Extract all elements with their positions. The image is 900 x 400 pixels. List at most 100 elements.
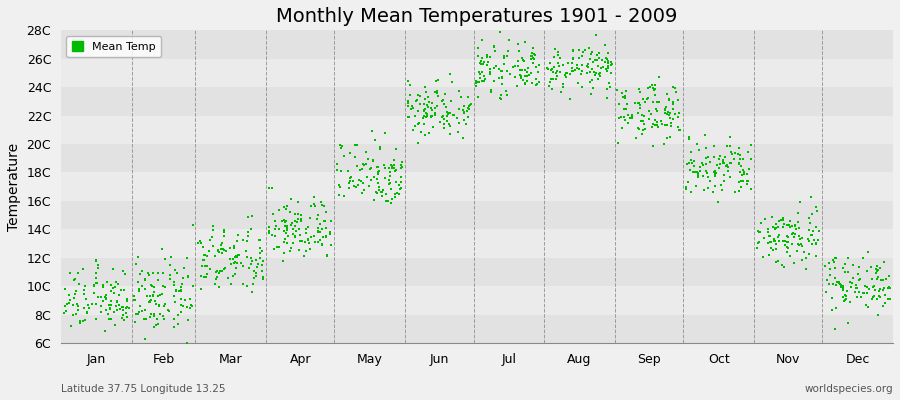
Point: [823, 266, 837, 272]
Point: [156, 313, 170, 320]
Point: [310, 215, 325, 222]
Point: [870, 274, 885, 280]
Point: [151, 302, 166, 309]
Point: [560, 70, 574, 76]
Point: [708, 168, 723, 174]
Point: [723, 174, 737, 180]
Point: [790, 248, 805, 254]
Point: [210, 268, 224, 274]
Point: [291, 211, 305, 218]
Point: [662, 96, 676, 102]
Point: [717, 172, 732, 178]
Point: [229, 265, 243, 272]
Point: [424, 113, 438, 119]
Point: [174, 287, 188, 294]
Point: [414, 128, 428, 135]
Point: [99, 292, 113, 298]
Point: [245, 258, 259, 264]
Point: [248, 257, 263, 263]
Point: [319, 208, 333, 215]
Point: [699, 170, 714, 177]
Point: [846, 275, 860, 282]
Point: [868, 269, 883, 276]
Point: [543, 79, 557, 86]
Point: [227, 260, 241, 266]
Point: [882, 285, 896, 291]
Point: [773, 216, 788, 223]
Point: [419, 102, 434, 108]
Point: [554, 68, 568, 75]
Point: [255, 248, 269, 254]
Point: [484, 87, 499, 93]
Point: [174, 296, 188, 303]
Point: [86, 282, 101, 288]
Point: [752, 229, 767, 235]
Point: [482, 71, 497, 78]
Point: [76, 291, 91, 298]
Point: [494, 92, 508, 98]
Point: [474, 55, 489, 62]
Point: [266, 246, 281, 252]
Point: [778, 263, 792, 270]
Point: [769, 240, 783, 247]
Point: [279, 218, 293, 225]
Point: [575, 49, 590, 56]
Point: [604, 70, 618, 76]
Point: [620, 101, 634, 107]
Bar: [61, 201, 893, 229]
Point: [530, 80, 544, 87]
Point: [168, 287, 183, 293]
Point: [410, 140, 425, 146]
Point: [800, 236, 814, 242]
Point: [733, 152, 747, 158]
Point: [181, 317, 195, 324]
Point: [280, 226, 294, 233]
Point: [452, 120, 466, 126]
Point: [116, 316, 130, 323]
Point: [222, 245, 237, 251]
Point: [418, 96, 432, 102]
Point: [873, 265, 887, 271]
Point: [868, 287, 882, 294]
Point: [457, 108, 472, 115]
Point: [550, 73, 564, 80]
Point: [874, 277, 888, 283]
Point: [200, 263, 214, 270]
Point: [500, 48, 515, 54]
Point: [219, 248, 233, 254]
Point: [575, 84, 590, 91]
Point: [526, 45, 541, 51]
Point: [278, 223, 293, 229]
Point: [313, 221, 328, 228]
Point: [382, 172, 397, 179]
Point: [268, 233, 283, 240]
Point: [806, 211, 820, 217]
Point: [337, 193, 351, 199]
Point: [691, 171, 706, 177]
Point: [279, 225, 293, 231]
Point: [216, 229, 230, 236]
Point: [291, 199, 305, 205]
Point: [687, 158, 701, 164]
Point: [495, 75, 509, 82]
Point: [657, 140, 671, 147]
Point: [277, 249, 292, 256]
Point: [668, 111, 682, 117]
Point: [878, 300, 893, 306]
Point: [518, 66, 533, 73]
Point: [665, 84, 680, 90]
Point: [668, 85, 682, 91]
Point: [556, 81, 571, 87]
Point: [829, 305, 843, 312]
Point: [329, 161, 344, 167]
Point: [806, 232, 820, 239]
Point: [733, 156, 747, 162]
Point: [417, 108, 431, 114]
Point: [168, 266, 183, 273]
Point: [602, 79, 616, 86]
Point: [824, 294, 839, 301]
Point: [104, 298, 119, 304]
Point: [292, 232, 307, 238]
Point: [809, 224, 824, 230]
Point: [58, 286, 72, 292]
